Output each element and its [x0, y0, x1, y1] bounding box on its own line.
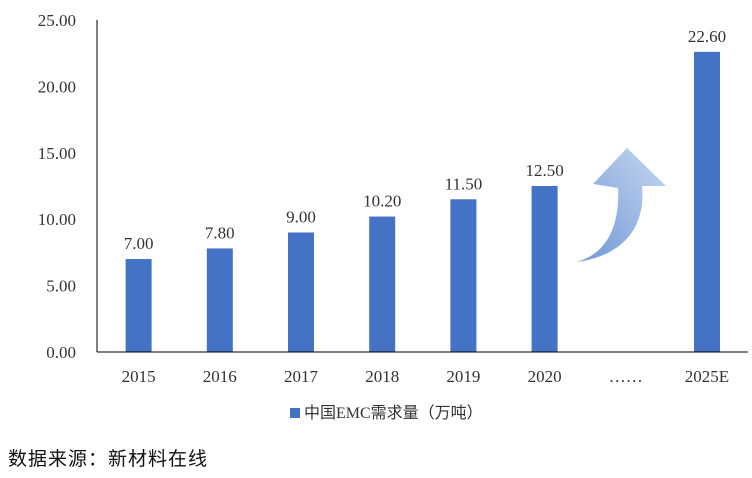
y-tick-label: 0.00	[46, 343, 76, 362]
x-tick-label: 2016	[203, 367, 237, 386]
bar	[125, 259, 152, 352]
y-tick-label: 10.00	[38, 210, 76, 229]
emc-demand-chart: 0.00 5.00 10.00 15.00 20.00 25.00 7.00 7.80 9.0…	[38, 11, 748, 422]
y-tick-label: 20.00	[38, 77, 76, 96]
x-tick-label: 2018	[365, 367, 399, 386]
x-tick-label: 2025E	[685, 367, 729, 386]
y-tick-label: 15.00	[38, 144, 76, 163]
data-label: 7.80	[205, 223, 235, 242]
data-label: 11.50	[445, 174, 483, 193]
bar	[206, 248, 233, 352]
bars	[125, 51, 720, 352]
bar	[288, 232, 314, 352]
x-tick-label: ……	[609, 367, 643, 386]
y-tick-label: 25.00	[38, 11, 76, 30]
y-tick-label: 5.00	[46, 277, 76, 296]
x-tick-label: 2017	[284, 367, 319, 386]
x-tick-label: 2020	[528, 367, 562, 386]
bar-chart-svg: 0.00 5.00 10.00 15.00 20.00 25.00 7.00 7.80 9.0…	[38, 11, 748, 422]
data-label: 12.50	[525, 161, 563, 180]
y-axis: 0.00 5.00 10.00 15.00 20.00 25.00	[38, 11, 98, 362]
bar	[450, 199, 477, 352]
legend-label: 中国EMC需求量（万吨）	[304, 404, 483, 422]
bar	[694, 51, 720, 352]
growth-arrow-icon	[576, 148, 666, 262]
source-note: 数据来源：新材料在线	[8, 448, 209, 470]
bar	[369, 216, 396, 352]
data-labels: 7.00 7.80 9.00 10.20 11.50 12.50 22.60	[124, 27, 726, 253]
x-axis: 2015 2016 2017 2018 2019 2020 …… 2025E	[97, 351, 748, 386]
data-label: 10.20	[363, 192, 401, 211]
x-tick-label: 2015	[122, 367, 156, 386]
x-tick-label: 2019	[446, 367, 480, 386]
data-label: 9.00	[286, 207, 316, 226]
data-label: 22.60	[688, 27, 726, 46]
legend-swatch	[290, 408, 300, 418]
bar	[531, 186, 558, 352]
legend: 中国EMC需求量（万吨）	[290, 404, 483, 422]
data-label: 7.00	[124, 234, 154, 253]
